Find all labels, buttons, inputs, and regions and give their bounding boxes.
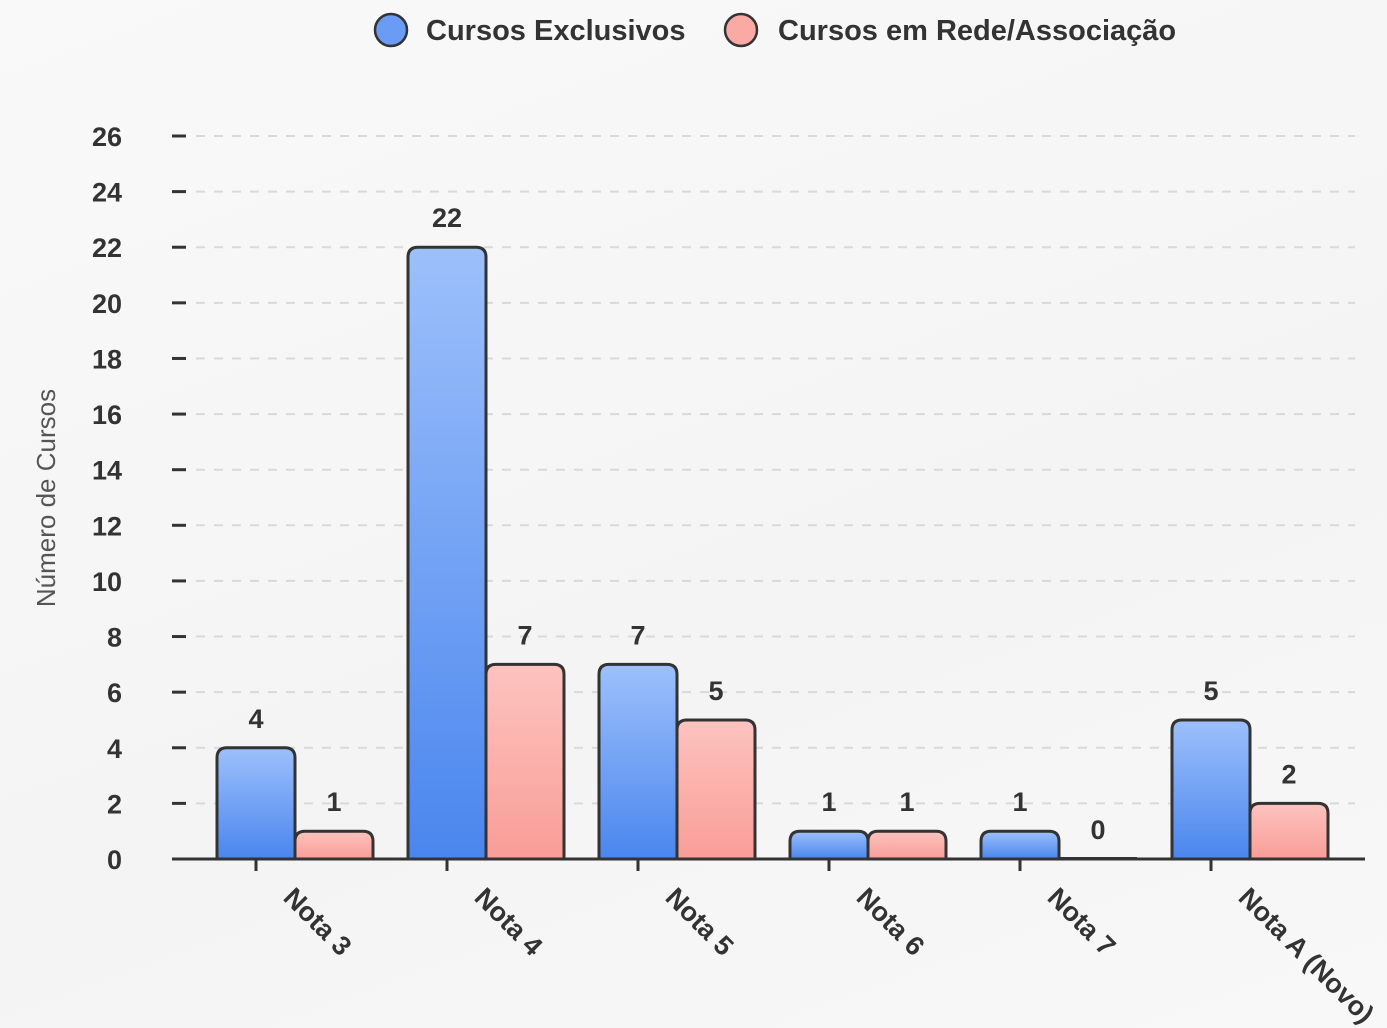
data-label: 1 (899, 787, 914, 817)
bar-rede-0 (293, 829, 375, 861)
data-label: 7 (630, 620, 645, 650)
data-label: 22 (432, 203, 462, 233)
y-tick-label: 20 (92, 289, 122, 319)
legend-swatch-0 (373, 12, 409, 48)
y-tick-label: 16 (92, 400, 122, 430)
x-tick-label: Nota 6 (851, 882, 931, 962)
bar-rede-5 (1248, 801, 1330, 861)
legend-label-1: Cursos em Rede/Associação (778, 15, 1176, 47)
data-label: 5 (708, 676, 723, 706)
y-tick-label: 12 (92, 511, 122, 541)
bar-rede-1 (484, 662, 566, 861)
grid-lines (196, 135, 1355, 805)
x-axis: Nota 3 Nota 4 Nota 5 Nota 6 Nota 7 Nota A (No… (172, 857, 1380, 1028)
x-tick-label: Nota 7 (1042, 882, 1122, 962)
y-tick-label: 2 (107, 789, 122, 819)
bar-exclusivos-0 (215, 746, 297, 861)
y-tick-label: 22 (92, 233, 122, 263)
y-tick-label: 14 (92, 456, 122, 486)
data-label: 1 (1012, 787, 1027, 817)
data-label: 1 (821, 787, 836, 817)
bar-exclusivos-2 (597, 662, 679, 861)
y-tick-label: 18 (92, 344, 122, 374)
bar-exclusivos-5 (1170, 718, 1252, 861)
y-tick-label: 0 (107, 845, 122, 875)
legend: Cursos Exclusivos Cursos em Rede/Associaç… (373, 12, 1176, 48)
bar-rede-3 (866, 829, 948, 861)
y-tick-label: 8 (107, 623, 122, 653)
y-axis-label: Número de Cursos (31, 389, 61, 607)
data-label: 4 (248, 704, 263, 734)
data-label: 2 (1281, 759, 1296, 789)
bar-exclusivos-4 (979, 829, 1061, 861)
data-label: 0 (1090, 815, 1105, 845)
bars: 4 1 22 7 7 5 1 1 1 0 5 2 (215, 203, 1330, 861)
y-tick-label: 4 (107, 734, 122, 764)
data-label: 5 (1203, 676, 1218, 706)
y-tick-label: 10 (92, 567, 122, 597)
x-tick-label: Nota A (Novo) (1233, 882, 1380, 1028)
y-tick-label: 26 (92, 122, 122, 152)
y-tick-label: 6 (107, 678, 122, 708)
bar-rede-2 (675, 718, 757, 861)
bar-exclusivos-1 (406, 245, 488, 861)
bar-exclusivos-3 (788, 829, 870, 861)
data-label: 1 (326, 787, 341, 817)
legend-label-0: Cursos Exclusivos (426, 15, 686, 47)
data-label: 7 (517, 620, 532, 650)
x-tick-label: Nota 5 (660, 882, 740, 962)
x-tick-label: Nota 3 (278, 882, 358, 962)
x-tick-label: Nota 4 (469, 882, 549, 962)
legend-swatch-1 (723, 12, 759, 48)
y-tick-label: 24 (92, 178, 122, 208)
